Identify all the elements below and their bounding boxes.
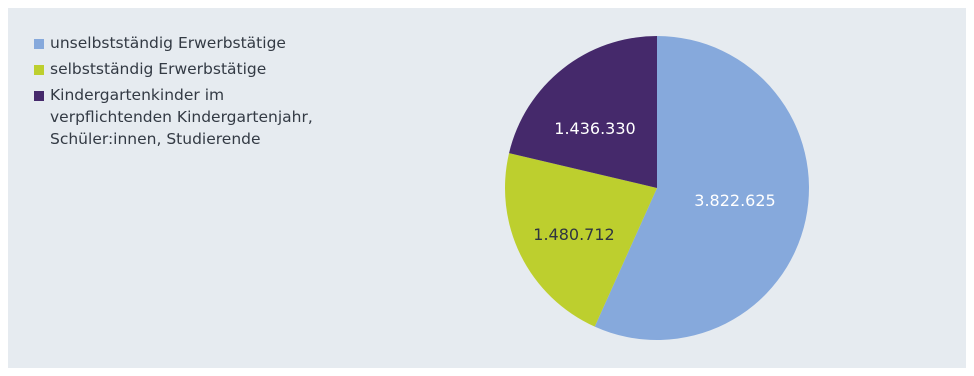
legend-swatch — [34, 91, 44, 101]
legend-item-unselbststaendig: unselbstständig Erwerbstätige — [34, 32, 394, 54]
legend-label: unselbstständig Erwerbstätige — [50, 34, 286, 52]
pie-value-label-0: 3.822.625 — [694, 191, 775, 210]
legend-swatch — [34, 65, 44, 75]
legend-item-kindergarten-schueler: Kindergartenkinder im verpflichtenden Ki… — [34, 84, 350, 150]
pie-value-label-2: 1.436.330 — [554, 119, 635, 138]
pie-slice-0 — [594, 36, 809, 340]
legend-swatch — [34, 39, 44, 49]
legend-label: selbstständig Erwerbstätige — [50, 60, 267, 78]
legend-item-selbststaendig: selbstständig Erwerbstätige — [34, 58, 394, 80]
pie-slice-2 — [509, 36, 657, 188]
pie-value-label-1: 1.480.712 — [533, 225, 614, 244]
legend: unselbstständig Erwerbstätige selbststän… — [34, 32, 394, 154]
legend-label: Kindergartenkinder im verpflichtenden Ki… — [50, 86, 313, 148]
pie-slice-1 — [504, 153, 657, 327]
